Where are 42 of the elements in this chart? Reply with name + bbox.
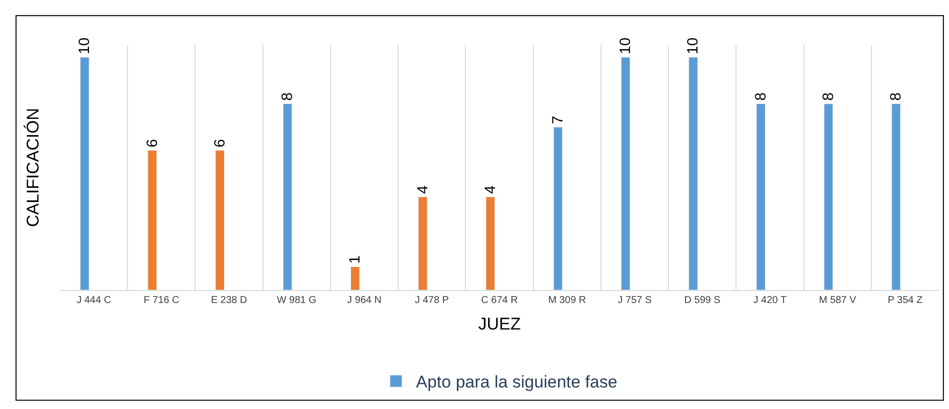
data-label: 8 <box>752 92 770 101</box>
data-label: 4 <box>414 186 432 194</box>
x-tick-label: J 478 P <box>414 295 450 306</box>
data-label: 8 <box>888 92 905 101</box>
legend-label: Apto para la siguiente fase <box>416 372 618 392</box>
bar <box>620 57 630 290</box>
data-label: 8 <box>279 92 296 101</box>
bar <box>282 104 292 290</box>
x-tick-label: E 238 D <box>210 295 248 306</box>
data-label: 1 <box>346 255 364 264</box>
bar <box>215 150 225 290</box>
x-tick-label: M 309 R <box>548 295 586 306</box>
x-tick-label: D 599 S <box>684 295 721 306</box>
x-tick-label: J 444 C <box>76 295 112 306</box>
data-label: 7 <box>549 116 566 124</box>
data-label: 6 <box>211 139 228 148</box>
bar <box>553 126 563 290</box>
bar <box>148 150 157 290</box>
x-tick-label: M 587 V <box>818 295 857 306</box>
data-label: 10 <box>76 38 94 54</box>
bar <box>688 57 698 290</box>
bar <box>418 196 428 290</box>
x-tick-label: J 757 S <box>618 295 652 306</box>
data-label: 4 <box>482 186 499 194</box>
bar <box>486 196 496 290</box>
bar <box>824 104 834 290</box>
bar <box>891 104 901 290</box>
bar <box>756 104 766 290</box>
x-tick-label: C 674 R <box>481 295 518 306</box>
bar <box>80 57 90 290</box>
x-tick-label: J 964 N <box>347 295 382 306</box>
data-label: 6 <box>144 139 161 148</box>
data-label: 10 <box>684 38 702 54</box>
data-label: 8 <box>820 92 837 101</box>
x-tick-label: P 354 Z <box>888 295 923 306</box>
bar <box>350 266 360 290</box>
x-axis-title: JUEZ <box>478 314 521 334</box>
y-axis-title: CALIFICACIÓN <box>24 108 43 228</box>
data-label: 10 <box>617 38 634 54</box>
x-tick-label: F 716 C <box>144 295 180 306</box>
x-tick-label: J 420 T <box>753 295 787 306</box>
x-tick-label: W 981 G <box>276 295 317 306</box>
